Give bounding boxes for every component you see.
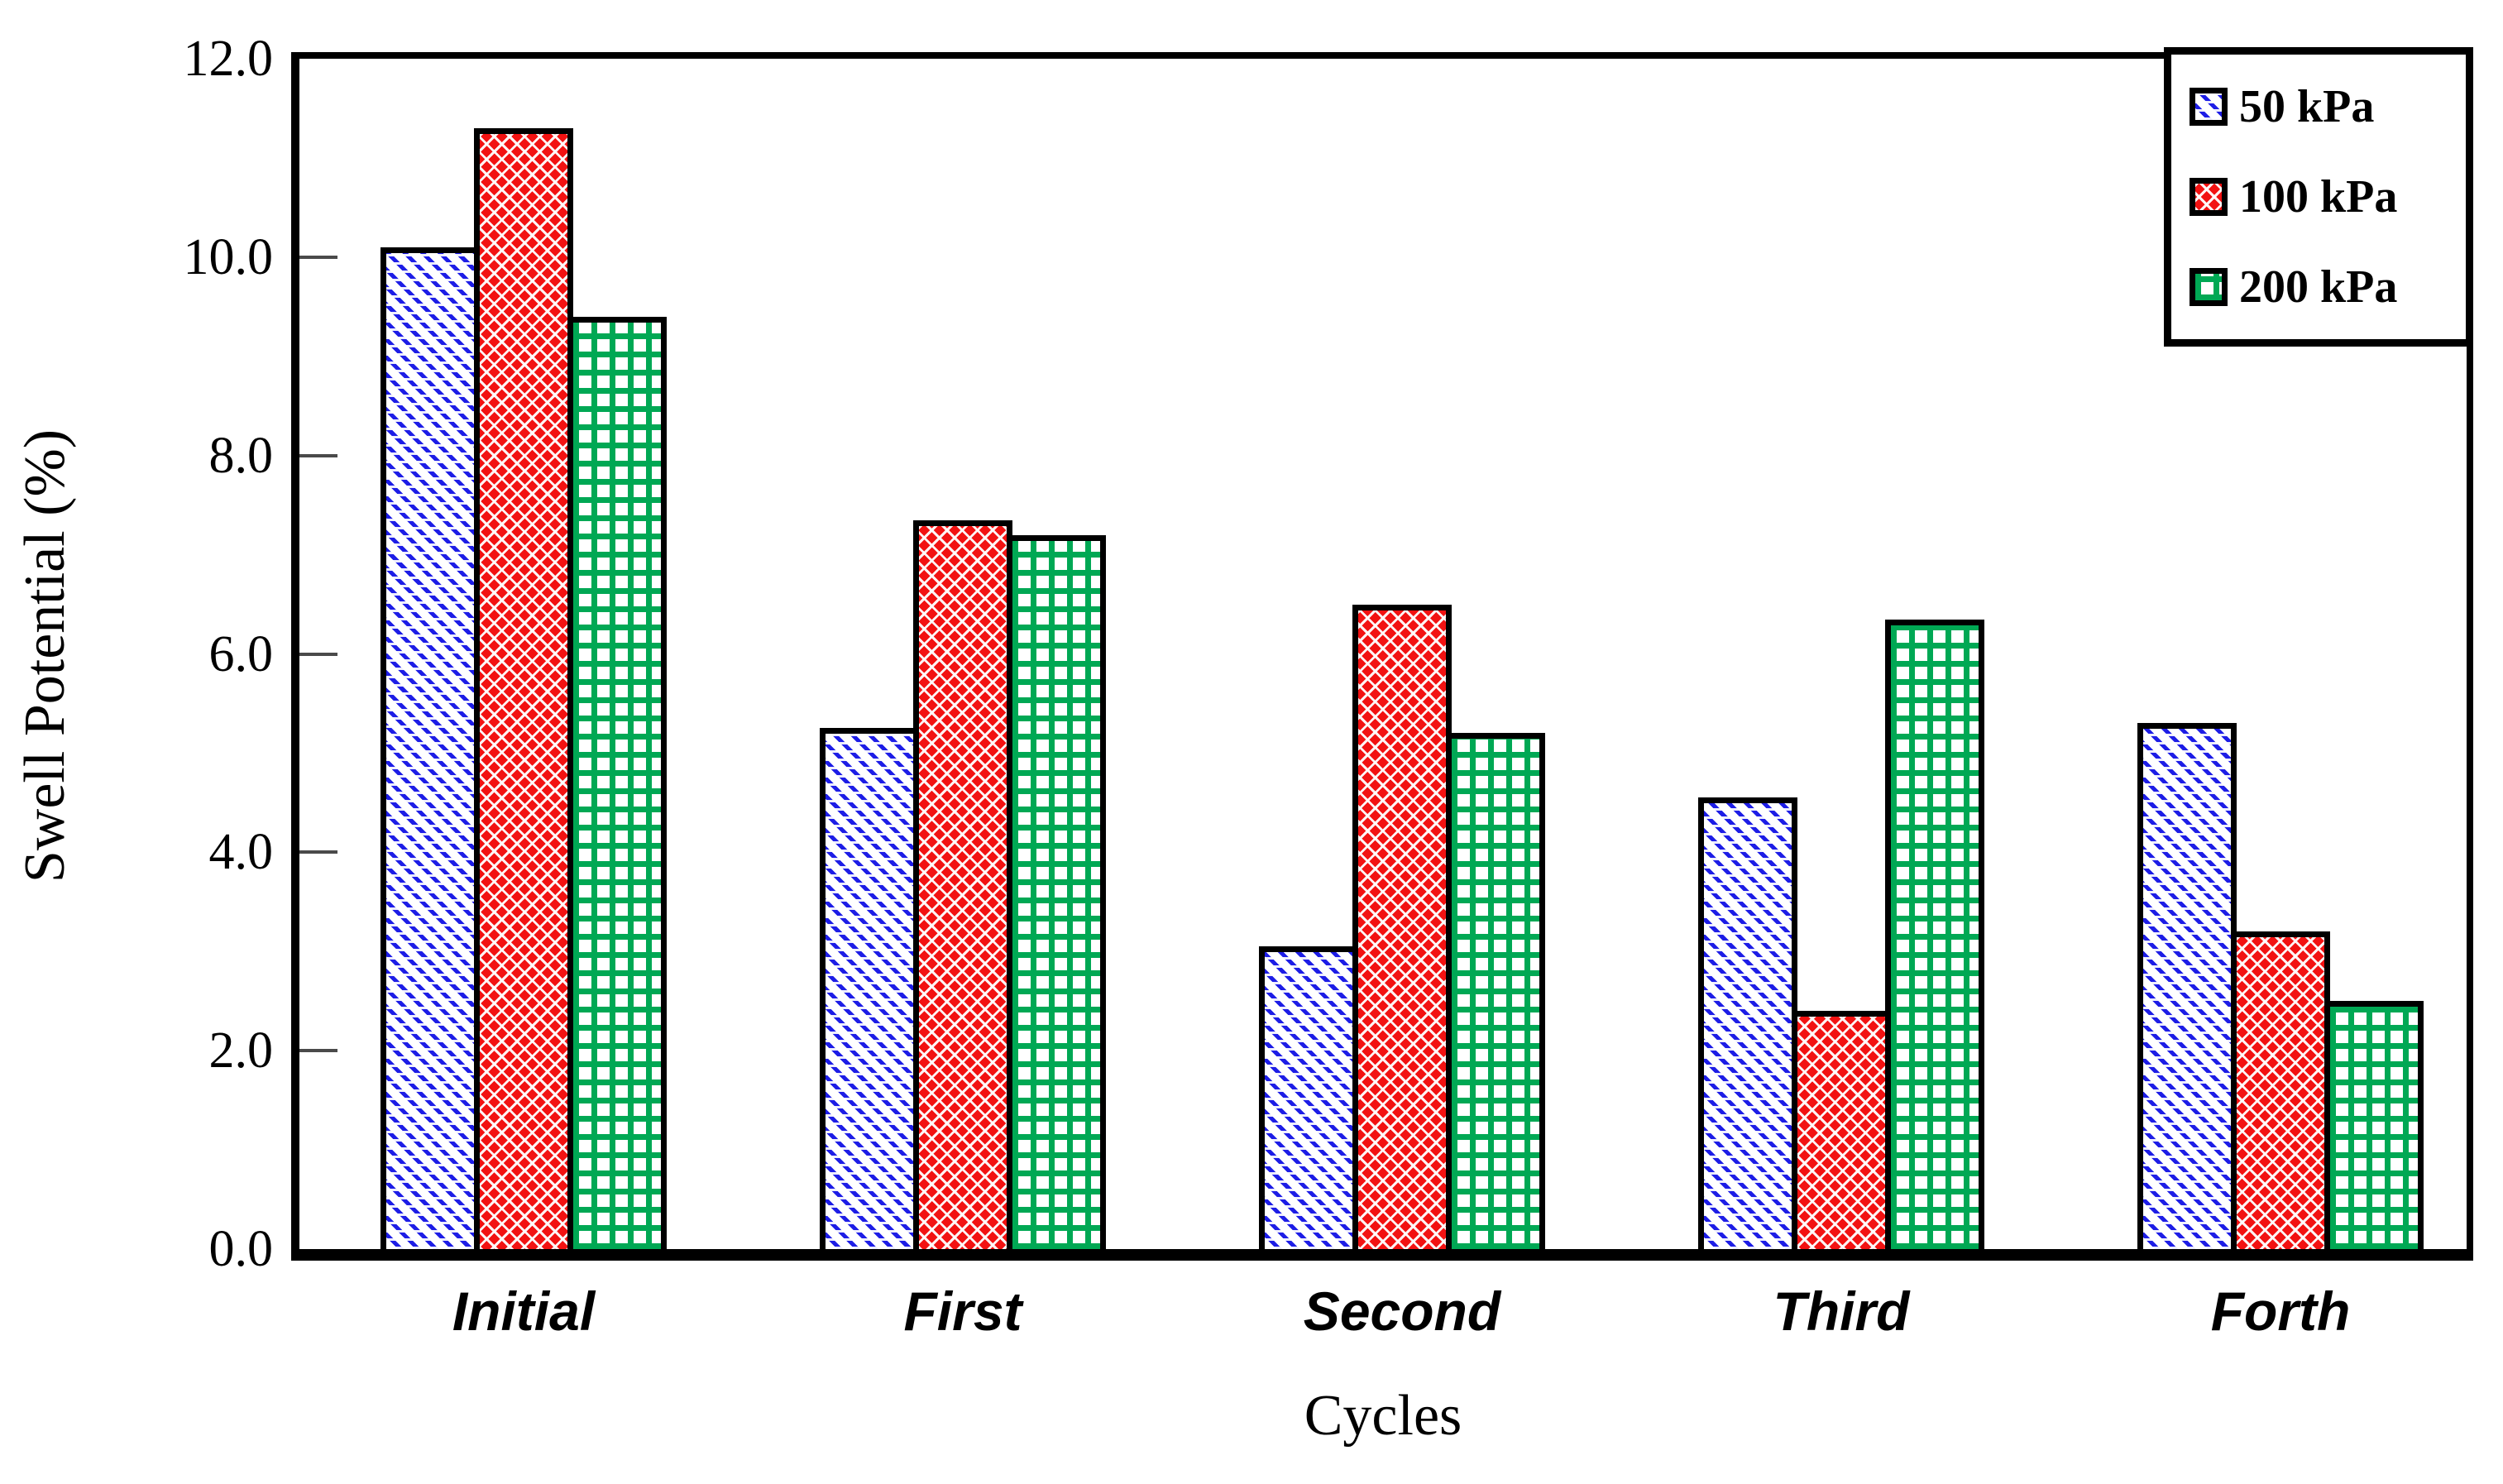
bar-second-100kpa [1352, 605, 1452, 1249]
bar-initial-200kpa [567, 317, 667, 1249]
bar-group-initial [380, 59, 667, 1249]
y-tick-label: 12.0 [183, 31, 274, 87]
legend-entry-50kpa: 50 kPa [2190, 84, 2461, 130]
bar-third-200kpa [1885, 620, 1984, 1249]
x-category-label-forth: Forth [2210, 1281, 2351, 1342]
x-axis-title: Cycles [1304, 1384, 1462, 1448]
y-axis-title: Swell Potential (%) [13, 428, 77, 883]
y-axis-tick [299, 850, 337, 854]
y-tick-label: 4.0 [208, 824, 274, 881]
bar-group-first [820, 59, 1106, 1249]
y-tick-label: 8.0 [208, 427, 274, 484]
y-axis-tick [299, 652, 337, 656]
bar-forth-100kpa [2231, 931, 2330, 1249]
bar-second-50kpa [1259, 946, 1358, 1249]
bar-first-100kpa [913, 520, 1012, 1249]
bar-forth-200kpa [2324, 1001, 2424, 1249]
x-category-label-third: Third [1773, 1281, 1910, 1342]
legend-swatch-crosshatch-icon [2190, 177, 2228, 216]
bar-group-second [1259, 59, 1545, 1249]
legend-entry-100kpa: 100 kPa [2190, 174, 2461, 220]
bar-initial-50kpa [380, 247, 480, 1249]
legend-label: 50 kPa [2239, 80, 2375, 132]
y-axis-tick [299, 1049, 337, 1053]
bar-forth-50kpa [2137, 723, 2237, 1249]
y-axis-tick [299, 255, 337, 259]
bar-first-200kpa [1007, 535, 1106, 1249]
y-tick-label: 2.0 [208, 1022, 274, 1079]
plot-area [291, 52, 2473, 1261]
bar-third-50kpa [1698, 797, 1797, 1249]
y-tick-label: 6.0 [208, 625, 274, 682]
legend-swatch-grid-icon [2190, 268, 2228, 307]
x-category-label-initial: Initial [452, 1281, 596, 1342]
y-axis-tick [299, 453, 337, 457]
bar-first-50kpa [820, 728, 919, 1249]
x-category-label-second: Second [1303, 1281, 1501, 1342]
bar-initial-100kpa [474, 128, 573, 1249]
legend-label: 100 kPa [2239, 170, 2398, 223]
bar-second-200kpa [1446, 733, 1545, 1249]
legend-label: 200 kPa [2239, 261, 2398, 314]
bar-group-forth [2137, 59, 2424, 1249]
y-tick-label: 0.0 [208, 1221, 274, 1277]
legend-swatch-diagonal-icon [2190, 87, 2228, 126]
legend-entry-200kpa: 200 kPa [2190, 264, 2461, 310]
x-category-label-first: First [903, 1281, 1022, 1342]
y-tick-label: 10.0 [183, 228, 274, 285]
bar-group-third [1698, 59, 1984, 1249]
legend: 50 kPa 100 kPa 200 kPa [2164, 47, 2473, 347]
bar-third-100kpa [1792, 1011, 1891, 1249]
